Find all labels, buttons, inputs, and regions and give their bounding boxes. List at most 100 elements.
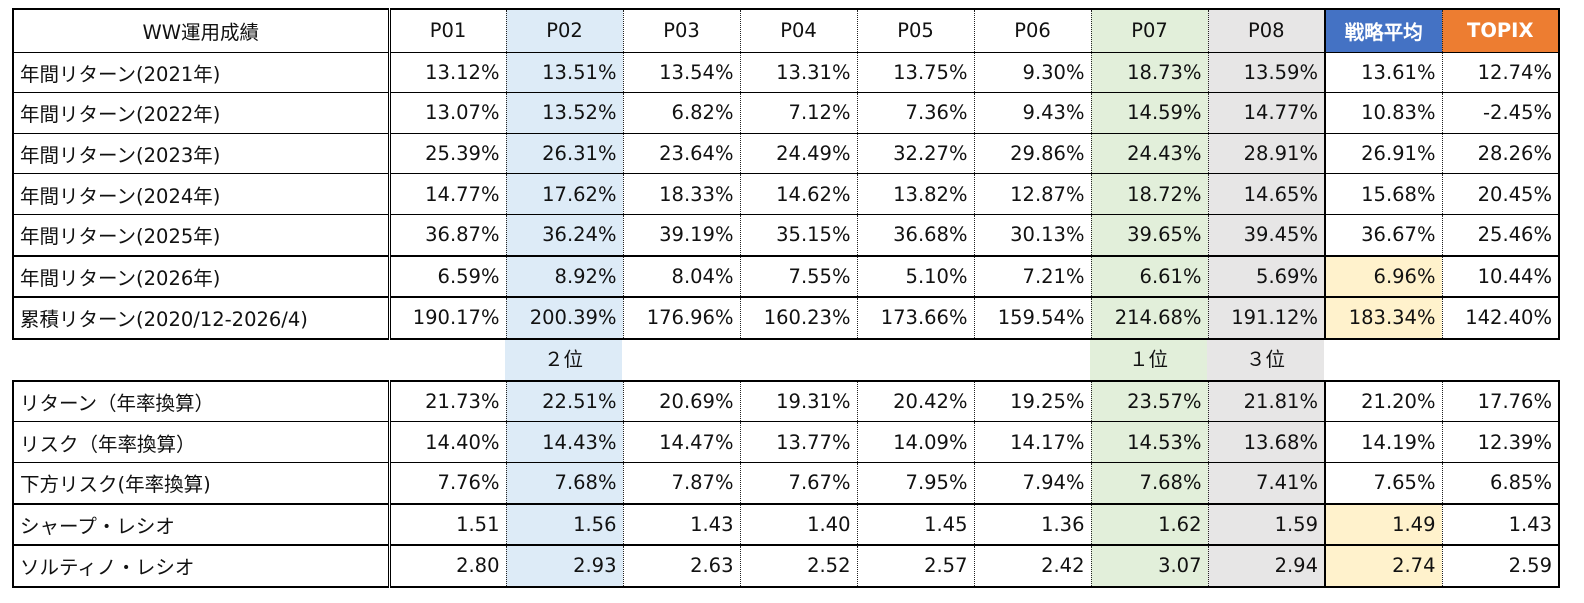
cell-p02: 26.31% bbox=[506, 133, 624, 175]
row-label: ソルティノ・レシオ bbox=[13, 544, 391, 588]
cell-topix: 10.44% bbox=[1442, 254, 1560, 298]
cell-p07: 23.57% bbox=[1091, 379, 1209, 423]
cell-p04: 13.31% bbox=[740, 52, 858, 94]
cell-p01: 2.80 bbox=[389, 544, 507, 588]
risk-metrics-table: リターン（年率換算） 21.73% 22.51% 20.69% 19.31% 20.42%… bbox=[12, 379, 1560, 588]
col-header-topix: TOPIX bbox=[1442, 9, 1560, 53]
cell-p06: 9.43% bbox=[974, 92, 1092, 134]
cell-p03: 23.64% bbox=[623, 133, 741, 175]
cell-p01: 14.77% bbox=[389, 173, 507, 215]
col-header-p01: P01 bbox=[389, 9, 507, 53]
cell-p05: 7.36% bbox=[857, 92, 975, 134]
cell-topix: -2.45% bbox=[1442, 92, 1560, 134]
cell-p08: 191.12% bbox=[1208, 296, 1326, 340]
cell-p08: 5.69% bbox=[1208, 254, 1326, 298]
row-label: 下方リスク(年率換算) bbox=[13, 462, 391, 505]
cell-p05: 173.66% bbox=[857, 296, 975, 340]
cell-p02: 2.93 bbox=[506, 544, 624, 588]
cell-p05: 36.68% bbox=[857, 214, 975, 257]
cell-p07: 1.62 bbox=[1091, 502, 1209, 546]
cell-p02: 14.43% bbox=[506, 421, 624, 463]
cell-p02: 22.51% bbox=[506, 379, 624, 423]
cell-p07: 6.61% bbox=[1091, 254, 1209, 298]
metric-row: 下方リスク(年率換算) 7.76% 7.68% 7.87% 7.67% 7.95% 7.94… bbox=[13, 462, 1560, 505]
row-label: リスク（年率換算） bbox=[13, 421, 391, 463]
cell-p07: 24.43% bbox=[1091, 133, 1209, 175]
cell-p06: 1.36 bbox=[974, 502, 1092, 546]
cell-topix: 28.26% bbox=[1442, 133, 1560, 175]
row-label: シャープ・レシオ bbox=[13, 502, 391, 546]
cell-avg: 21.20% bbox=[1324, 379, 1443, 423]
cell-p07: 7.68% bbox=[1091, 462, 1209, 505]
cell-p07: 14.59% bbox=[1091, 92, 1209, 134]
col-header-p03: P03 bbox=[623, 9, 741, 53]
col-header-p08: P08 bbox=[1208, 9, 1326, 53]
cell-p02: 13.51% bbox=[506, 52, 624, 94]
cell-p07: 3.07 bbox=[1091, 544, 1209, 588]
performance-sheet: WW運用成績 P01 P02 P03 P04 P05 P06 P07 P08 戦… bbox=[12, 8, 1560, 588]
row-label: 年間リターン(2025年) bbox=[13, 214, 391, 257]
cell-p06: 7.94% bbox=[974, 462, 1092, 505]
cell-topix: 2.59 bbox=[1442, 544, 1560, 588]
cell-p03: 8.04% bbox=[623, 254, 741, 298]
cell-p06: 12.87% bbox=[974, 173, 1092, 215]
cell-topix: 6.85% bbox=[1442, 462, 1560, 505]
rank-badge-p08: ３位 bbox=[1207, 339, 1324, 380]
annual-row: 年間リターン(2022年) 13.07% 13.52% 6.82% 7.12% 7.36%… bbox=[13, 92, 1560, 134]
cell-p07: 39.65% bbox=[1091, 214, 1209, 257]
cell-avg: 183.34% bbox=[1324, 296, 1443, 340]
cell-p08: 1.59 bbox=[1208, 502, 1326, 546]
cell-p02: 1.56 bbox=[506, 502, 624, 546]
cell-avg: 14.19% bbox=[1324, 421, 1443, 463]
cell-p01: 25.39% bbox=[389, 133, 507, 175]
annual-row: 年間リターン(2025年) 36.87% 36.24% 39.19% 35.15% 36.… bbox=[13, 214, 1560, 257]
cell-avg: 36.67% bbox=[1324, 214, 1443, 257]
annual-row: 年間リターン(2023年) 25.39% 26.31% 23.64% 24.49% 32.… bbox=[13, 133, 1560, 175]
cell-topix: 12.74% bbox=[1442, 52, 1560, 94]
cell-avg: 2.74 bbox=[1324, 544, 1443, 588]
row-label: リターン（年率換算） bbox=[13, 379, 391, 423]
cell-p06: 159.54% bbox=[974, 296, 1092, 340]
col-header-p02: P02 bbox=[506, 9, 624, 53]
cell-p05: 5.10% bbox=[857, 254, 975, 298]
rank-badge-p07: １位 bbox=[1090, 339, 1207, 380]
cell-p01: 13.07% bbox=[389, 92, 507, 134]
cell-p05: 13.82% bbox=[857, 173, 975, 215]
annual-row: 年間リターン(2021年) 13.12% 13.51% 13.54% 13.31% 13.… bbox=[13, 52, 1560, 94]
cell-avg: 10.83% bbox=[1324, 92, 1443, 134]
rank-row: ２位 １位 ３位 bbox=[12, 339, 1560, 380]
cell-p01: 190.17% bbox=[389, 296, 507, 340]
cell-p08: 14.65% bbox=[1208, 173, 1326, 215]
cell-p02: 17.62% bbox=[506, 173, 624, 215]
cell-p01: 14.40% bbox=[389, 421, 507, 463]
cell-avg: 26.91% bbox=[1324, 133, 1443, 175]
cell-p01: 13.12% bbox=[389, 52, 507, 94]
cell-p04: 7.12% bbox=[740, 92, 858, 134]
metric-row: リスク（年率換算） 14.40% 14.43% 14.47% 13.77% 14.09% 1… bbox=[13, 421, 1560, 463]
cell-avg: 1.49 bbox=[1324, 502, 1443, 546]
cell-p07: 18.73% bbox=[1091, 52, 1209, 94]
cell-p03: 39.19% bbox=[623, 214, 741, 257]
cell-p02: 8.92% bbox=[506, 254, 624, 298]
cell-p08: 2.94 bbox=[1208, 544, 1326, 588]
row-label: 年間リターン(2023年) bbox=[13, 133, 391, 175]
cell-p07: 18.72% bbox=[1091, 173, 1209, 215]
cell-p04: 14.62% bbox=[740, 173, 858, 215]
cell-p01: 1.51 bbox=[389, 502, 507, 546]
cell-p06: 9.30% bbox=[974, 52, 1092, 94]
cell-topix: 12.39% bbox=[1442, 421, 1560, 463]
cell-p08: 14.77% bbox=[1208, 92, 1326, 134]
table-title: WW運用成績 bbox=[13, 9, 391, 53]
cell-p08: 28.91% bbox=[1208, 133, 1326, 175]
cell-p03: 13.54% bbox=[623, 52, 741, 94]
cell-p04: 35.15% bbox=[740, 214, 858, 257]
cell-p02: 200.39% bbox=[506, 296, 624, 340]
cell-p08: 39.45% bbox=[1208, 214, 1326, 257]
cell-topix: 25.46% bbox=[1442, 214, 1560, 257]
cell-p08: 7.41% bbox=[1208, 462, 1326, 505]
cell-avg: 6.96% bbox=[1324, 254, 1443, 298]
cell-topix: 1.43 bbox=[1442, 502, 1560, 546]
cell-p01: 36.87% bbox=[389, 214, 507, 257]
cell-p08: 13.59% bbox=[1208, 52, 1326, 94]
cell-topix: 20.45% bbox=[1442, 173, 1560, 215]
